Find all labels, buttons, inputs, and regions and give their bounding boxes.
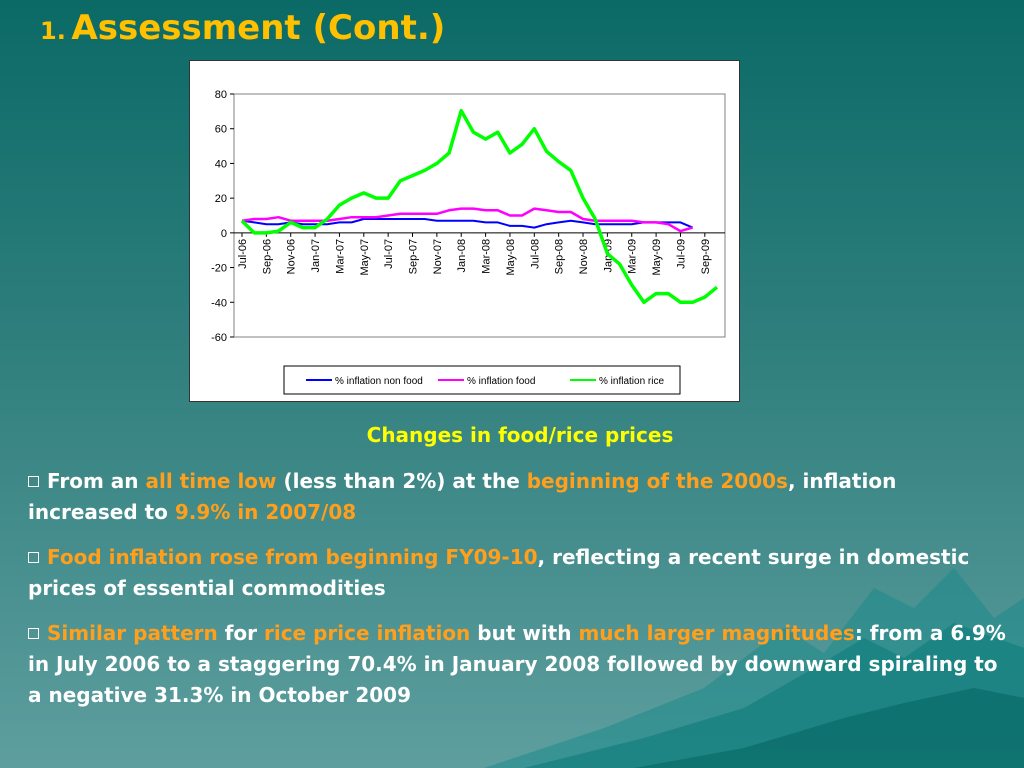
y-tick-label: 40 [215,158,227,170]
x-tick-label: Sep-07 [408,239,420,274]
title-number: 1. [40,17,66,45]
x-tick-label: Mar-09 [627,239,639,274]
legend-label: % inflation rice [599,376,664,387]
checkbox-bullet-icon [28,552,39,563]
highlight-text: Food inflation rose from beginning FY09-… [47,545,538,569]
legend-label: % inflation food [467,376,535,387]
x-tick-label: Nov-06 [286,239,298,274]
bullet-1: From an all time low (less than 2%) at t… [28,466,1008,528]
x-tick-label: May-08 [505,239,517,276]
y-tick-label: -40 [211,297,227,309]
highlight-text: rice price inflation [263,621,471,645]
x-tick-label: May-09 [651,239,663,276]
highlight-text: Similar pattern [47,621,218,645]
y-tick-label: 80 [215,89,227,101]
x-tick-label: Jan-07 [310,239,322,273]
bullet-text: (less than 2%) at the [276,469,527,493]
y-tick-label: -60 [211,332,227,344]
x-tick-label: Jul-09 [675,239,687,269]
bullet-text: but with [470,621,579,645]
x-tick-label: May-07 [359,239,371,276]
legend-box [283,365,681,395]
bullet-text: From an [47,469,146,493]
x-tick-label: Nov-08 [578,239,590,274]
inflation-line-chart: 80 60 40 20 0 -20 -40 -60 Jul-06 Sep-06 Nov-06 Jan-… [211,89,726,395]
x-tick-label: Mar-07 [334,239,346,274]
x-tick-label: Sep-06 [261,239,273,274]
bullet-3: Similar pattern for rice price inflation… [28,618,1008,711]
x-tick-label: Jul-07 [383,239,395,269]
x-tick-label: Jul-06 [237,239,249,269]
y-tick-label: -20 [211,263,227,275]
highlight-text: all time low [145,469,277,493]
plot-area [233,93,726,338]
x-tick-label: Nov-07 [432,239,444,274]
checkbox-bullet-icon [28,628,39,639]
series-line-3 [240,108,719,305]
title-text: Assessment (Cont.) [71,8,446,48]
legend-label: % inflation non food [335,376,423,387]
bullet-text: for [217,621,264,645]
x-tick-label: Mar-08 [481,239,493,274]
checkbox-bullet-icon [28,476,39,487]
y-tick-label: 0 [221,228,227,240]
x-tick-label: Sep-08 [554,239,566,274]
bullet-2: Food inflation rose from beginning FY09-… [28,542,1008,604]
bullet-list: From an all time low (less than 2%) at t… [28,466,1008,725]
bullet-text: : from a 6.9% in July 2006 to a staggeri… [28,621,1006,707]
highlight-text: much larger magnitudes [578,621,855,645]
mountain-decoration [484,568,1024,768]
bullet-text: , reflecting a recent surge in domestic … [28,545,970,600]
bullet-text: , inflation increased to [28,469,897,524]
slide-title: 1. Assessment (Cont.) [40,8,445,48]
x-tick-label: Jul-08 [529,239,541,269]
x-tick-label: Sep-09 [700,239,712,274]
x-tick-label: Jan-08 [456,239,468,273]
chart-container: 80 60 40 20 0 -20 -40 -60 Jul-06 Sep-06 Nov-06 Jan-… [189,60,740,402]
series-line-2 [241,207,693,233]
highlight-text: 9.9% in 2007/08 [174,500,357,524]
chart-caption: Changes in food/rice prices [366,423,674,447]
y-tick-label: 60 [215,124,227,136]
highlight-text: beginning of the 2000s [526,469,788,493]
y-tick-label: 20 [215,193,227,205]
